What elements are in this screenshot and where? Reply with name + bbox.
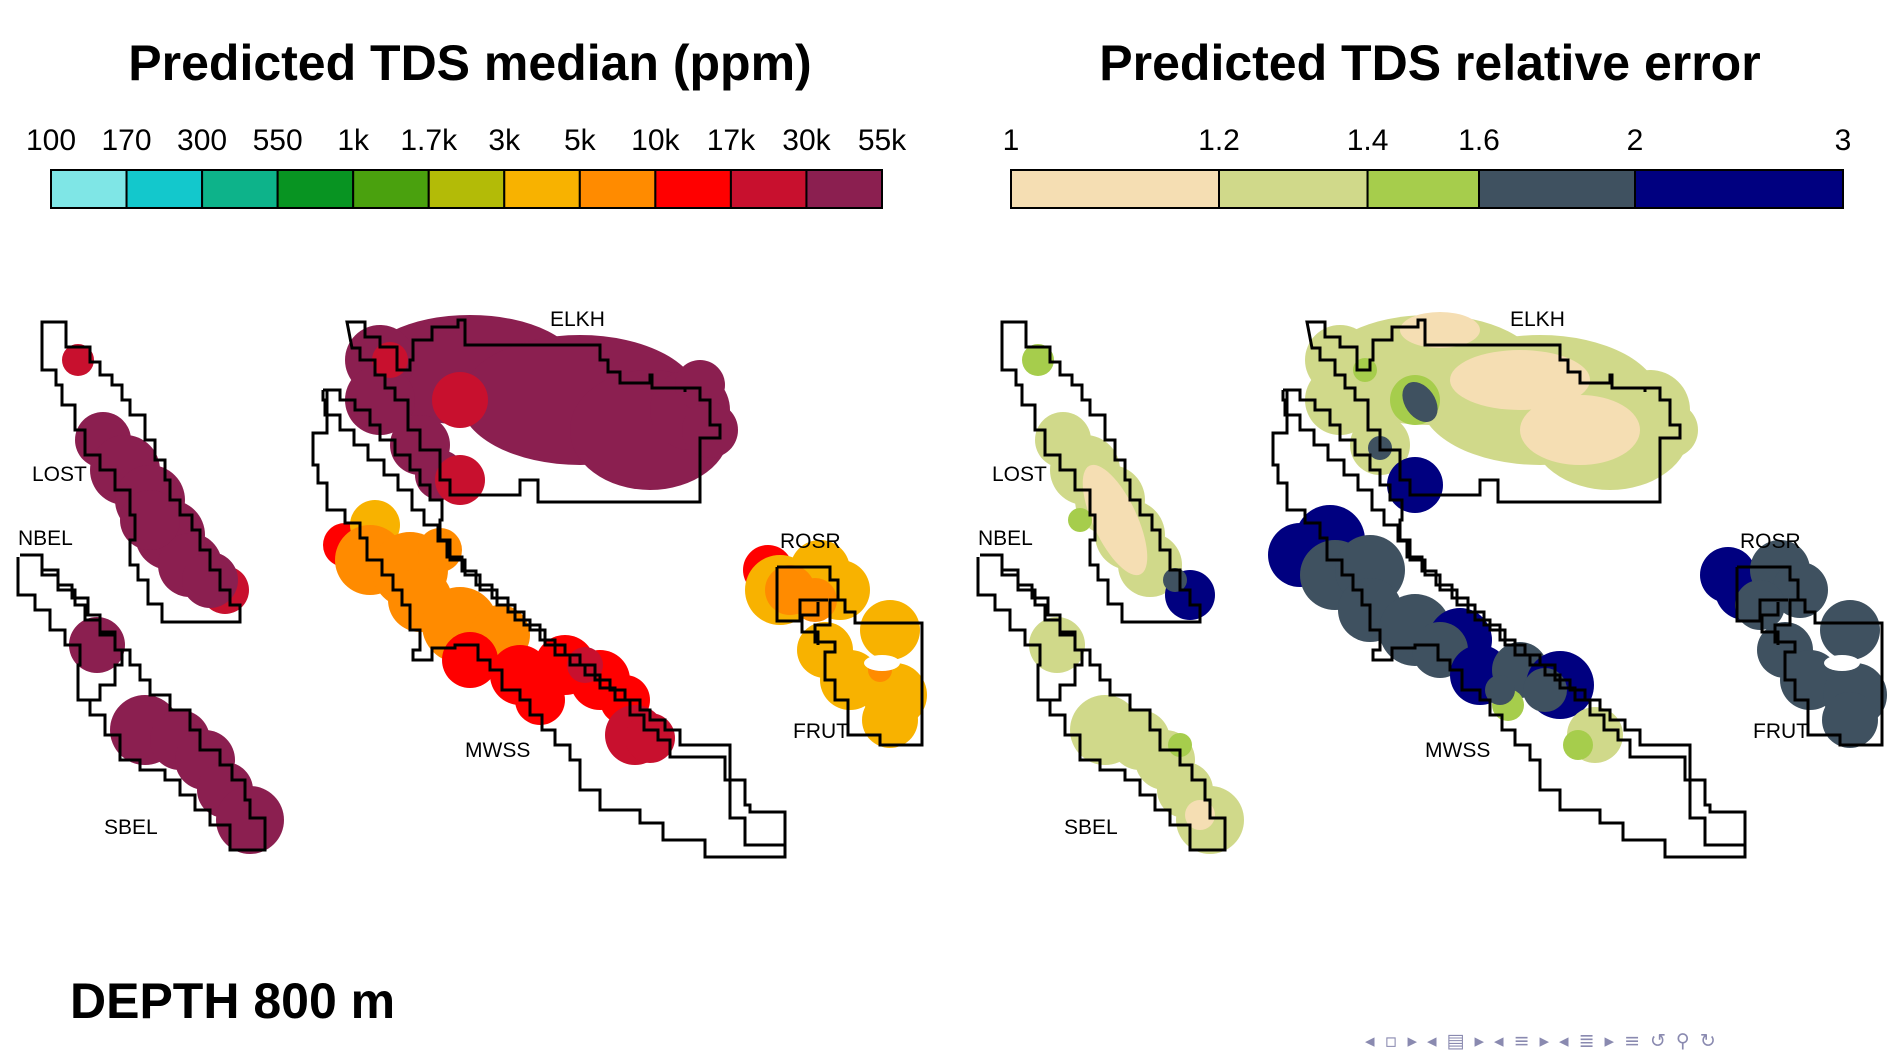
label-mwss: MWSS (1425, 739, 1490, 762)
label-sbel: SBEL (104, 816, 158, 839)
colorbar-bin (729, 169, 808, 209)
colorbar-tick-label: 1.7k (400, 124, 458, 157)
colorbar-tick-label: 1.4 (1347, 124, 1389, 157)
label-rosr: ROSR (780, 530, 841, 553)
colorbar-tick-label: 55k (858, 124, 907, 157)
colorbar-tick-label: 5k (564, 124, 597, 157)
section-icon[interactable]: ≡ (1513, 1030, 1532, 1052)
colorbar-bin (1218, 169, 1369, 209)
colorbar-bin (1010, 169, 1220, 209)
error-map-title: Predicted TDS relative error (1099, 35, 1761, 91)
colorbar-bin (1478, 169, 1636, 209)
label-frut: FRUT (793, 720, 849, 743)
colorbar-tick-label: 170 (102, 124, 152, 157)
median-blobs (62, 315, 927, 854)
label-lost: LOST (992, 463, 1047, 486)
nav-prev-icon[interactable]: ◂ (1559, 1030, 1571, 1052)
nav-next-icon[interactable]: ▸ (1539, 1030, 1552, 1052)
frame-icon[interactable]: ▫ (1384, 1030, 1400, 1052)
nav-prev-icon[interactable]: ◂ (1426, 1030, 1439, 1052)
back-icon[interactable]: ↺ (1649, 1030, 1668, 1052)
colorbar-bin (276, 169, 355, 209)
error-field-outlines (976, 318, 1884, 859)
label-nbel: NBEL (18, 527, 73, 550)
median-map: LOST NBEL SBEL ELKH MWSS ROSR FRUT (16, 308, 927, 859)
error-map-labels: LOST NBEL SBEL ELKH MWSS ROSR FRUT (978, 308, 1809, 839)
colorbar-bin (805, 169, 883, 209)
error-colorbar: 1 1.2 1.4 1.6 2 3 (1003, 124, 1852, 209)
colorbar-bin (50, 169, 128, 209)
colorbar-bin (201, 169, 279, 209)
error-blobs (1022, 312, 1887, 854)
label-elkh: ELKH (1510, 308, 1565, 331)
beamer-navigation[interactable]: ◂ ▫ ▸ ◂ ▤ ▸ ◂ ≡ ▸ ◂ ≣ ▸ ≡ ↺ ⚲ ↻ (1365, 1030, 1726, 1052)
list-icon[interactable]: ≣ (1578, 1030, 1597, 1052)
colorbar-tick-label: 10k (631, 124, 680, 157)
depth-label: DEPTH 800 m (70, 973, 396, 1029)
label-lost: LOST (32, 463, 87, 486)
label-rosr: ROSR (1740, 530, 1801, 553)
colorbar-tick-label: 300 (177, 124, 227, 157)
colorbar-bin (654, 169, 732, 209)
median-colorbar: 100 170 300 550 1k 1.7k 3k 5k 10k 17k 30k 55k (26, 124, 907, 209)
forward-icon[interactable]: ↻ (1699, 1030, 1718, 1052)
colorbar-tick-label: 550 (253, 124, 303, 157)
label-mwss: MWSS (465, 739, 530, 762)
colorbar-bin (578, 169, 657, 209)
nav-prev-icon[interactable]: ◂ (1365, 1030, 1377, 1052)
nav-next-icon[interactable]: ▸ (1474, 1030, 1487, 1052)
colorbar-bin (352, 169, 430, 209)
colorbar-tick-label: 17k (707, 124, 756, 157)
nav-prev-icon[interactable]: ◂ (1494, 1030, 1506, 1052)
median-map-title: Predicted TDS median (ppm) (128, 35, 812, 91)
colorbar-tick-label: 3k (488, 124, 521, 157)
median-field-outlines (16, 318, 924, 859)
label-elkh: ELKH (550, 308, 605, 331)
colorbar-bin (125, 169, 204, 209)
colorbar-bin (1634, 169, 1844, 209)
label-nbel: NBEL (978, 527, 1033, 550)
nav-next-icon[interactable]: ▸ (1407, 1030, 1419, 1052)
median-map-labels: LOST NBEL SBEL ELKH MWSS ROSR FRUT (18, 308, 849, 839)
label-sbel: SBEL (1064, 816, 1118, 839)
colorbar-tick-label: 30k (782, 124, 831, 157)
colorbar-tick-label: 100 (26, 124, 76, 157)
colorbar-bin (1366, 169, 1480, 209)
subsection-icon[interactable]: ▤ (1446, 1030, 1467, 1052)
colorbar-bin (503, 169, 581, 209)
align-icon[interactable]: ≡ (1624, 1030, 1642, 1052)
colorbar-tick-label: 1.2 (1198, 124, 1240, 157)
colorbar-tick-label: 1.6 (1458, 124, 1500, 157)
colorbar-tick-label: 3 (1835, 124, 1852, 157)
colorbar-tick-label: 1k (337, 124, 370, 157)
error-map: LOST NBEL SBEL ELKH MWSS ROSR FRUT (976, 308, 1887, 859)
nav-next-icon[interactable]: ▸ (1604, 1030, 1617, 1052)
colorbar-tick-label: 1 (1003, 124, 1020, 157)
colorbar-bin (427, 169, 506, 209)
colorbar-tick-label: 2 (1627, 124, 1644, 157)
label-frut: FRUT (1753, 720, 1809, 743)
search-icon[interactable]: ⚲ (1675, 1030, 1692, 1052)
